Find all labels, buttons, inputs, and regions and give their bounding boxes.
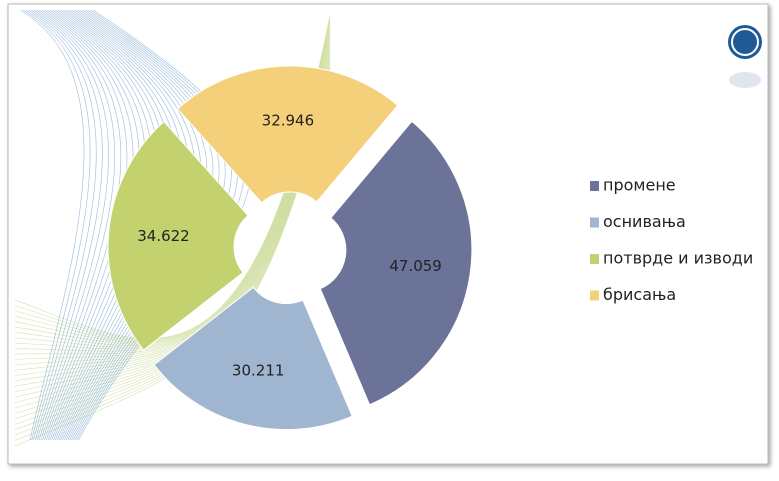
legend-swatch [590,254,599,264]
data-label: 32.946 [262,112,315,130]
donut-segment [319,120,473,406]
deco-line [30,9,109,441]
donut-segment [107,120,249,351]
deco-line [33,9,115,441]
donut-segment [153,286,353,430]
data-label: 47.059 [389,257,442,275]
deco-line [78,9,250,441]
logo [728,25,762,88]
donut-segment [176,65,399,204]
legend-label: брисања [603,285,676,304]
legend-swatch [590,217,599,228]
deco-line [19,9,85,441]
deco-line [27,9,103,441]
data-label: 34.622 [137,227,190,245]
legend-label: потврде и изводи [603,249,753,268]
legend-label: промене [603,176,676,195]
data-label: 30.211 [232,361,285,379]
legend-swatch [590,181,599,191]
legend-label: оснивања [603,212,686,231]
deco-line [22,9,91,441]
legend-swatch [590,290,599,301]
deco-line [25,9,97,441]
